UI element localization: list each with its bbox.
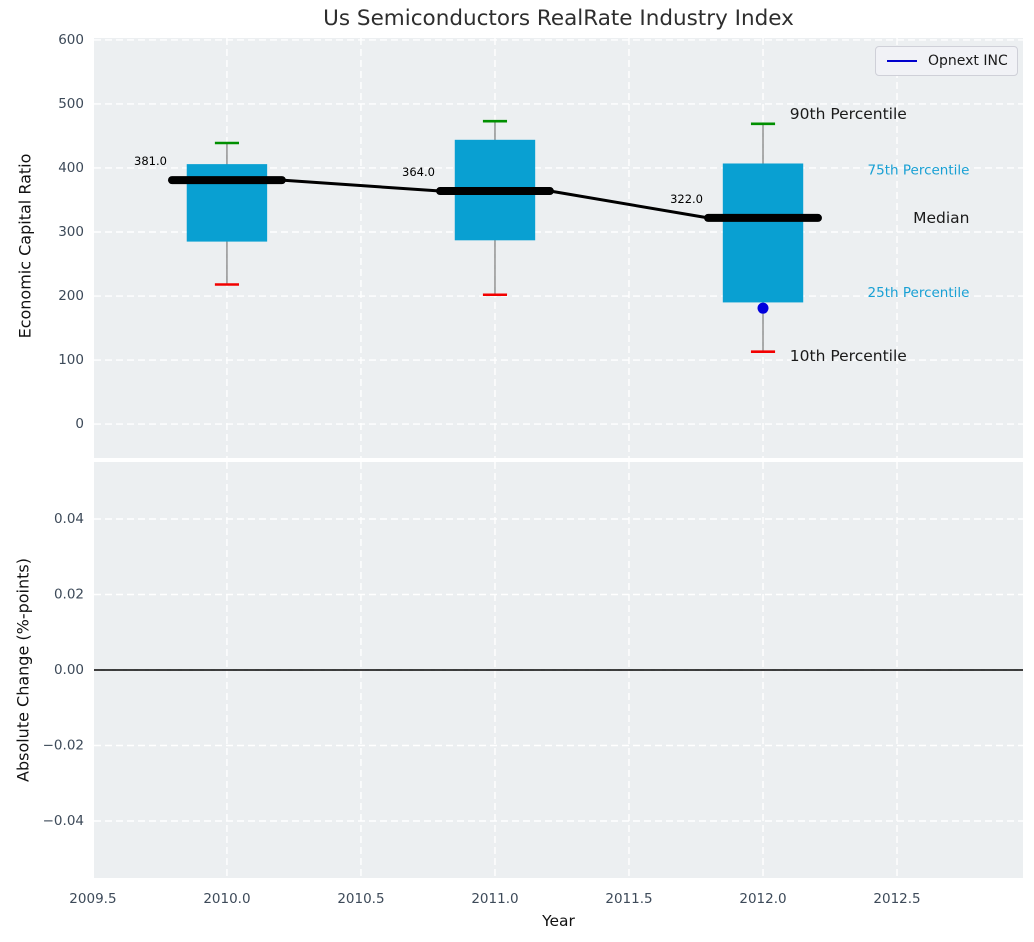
annotation-90th-percentile: 90th Percentile [790, 105, 907, 123]
ylabel-absolute-change: Absolute Change (%-points) [13, 558, 33, 782]
ytick-top-400: 400 [58, 160, 84, 176]
ytick-top-100: 100 [58, 352, 84, 368]
box-2012 [722, 163, 804, 303]
ytick-bottom-0.00: 0.00 [54, 662, 84, 678]
median-connector-2011-2012 [549, 189, 709, 220]
ytick-top-0: 0 [75, 416, 84, 432]
median-value-2010: 381.0 [134, 154, 167, 168]
ylabel-economic-capital-ratio: Economic Capital Ratio [15, 153, 35, 339]
xtick-2012.5: 2012.5 [873, 891, 920, 907]
ytick-bottom-−0.02: −0.02 [43, 737, 84, 753]
ytick-top-500: 500 [58, 96, 84, 112]
ytick-bottom-0.04: 0.04 [54, 511, 84, 527]
xtick-2012.0: 2012.0 [739, 891, 786, 907]
median-value-2012: 322.0 [670, 192, 703, 206]
ytick-top-200: 200 [58, 288, 84, 304]
median-value-2011: 364.0 [402, 165, 435, 179]
company-point-2012 [757, 302, 769, 314]
annotation-25th-percentile: 25th Percentile [868, 285, 970, 301]
ytick-top-300: 300 [58, 224, 84, 240]
ytick-top-600: 600 [58, 32, 84, 48]
tick-labels: 0 100 200 300 400 500 600 0.04 0.02 0.00 −0.02 −0.0… [43, 32, 921, 907]
box-2010 [186, 164, 268, 242]
ytick-bottom-−0.04: −0.04 [43, 813, 84, 829]
annotations: 90th Percentile 75th Percentile Median 25th… [790, 105, 970, 365]
legend-label: Opnext INC [928, 53, 1008, 69]
xtick-2011.5: 2011.5 [605, 891, 652, 907]
top-panel [94, 38, 1023, 458]
legend: Opnext INC [875, 46, 1018, 76]
boxplots: 381.0 364.0 322.0 [134, 119, 822, 354]
annotation-10th-percentile: 10th Percentile [790, 347, 907, 365]
annotation-median: Median [913, 209, 969, 227]
xtick-2009.5: 2009.5 [69, 891, 116, 907]
legend-line-sample [887, 60, 917, 62]
annotation-75th-percentile: 75th Percentile [868, 163, 970, 179]
xlabel-year: Year [542, 912, 575, 930]
xtick-2010.5: 2010.5 [337, 891, 384, 907]
chart-title: Us Semiconductors RealRate Industry Inde… [323, 6, 794, 31]
xtick-2010.0: 2010.0 [203, 891, 250, 907]
ytick-bottom-0.02: 0.02 [54, 587, 84, 603]
xtick-2011.0: 2011.0 [471, 891, 518, 907]
median-connector-2010-2011 [281, 178, 441, 193]
